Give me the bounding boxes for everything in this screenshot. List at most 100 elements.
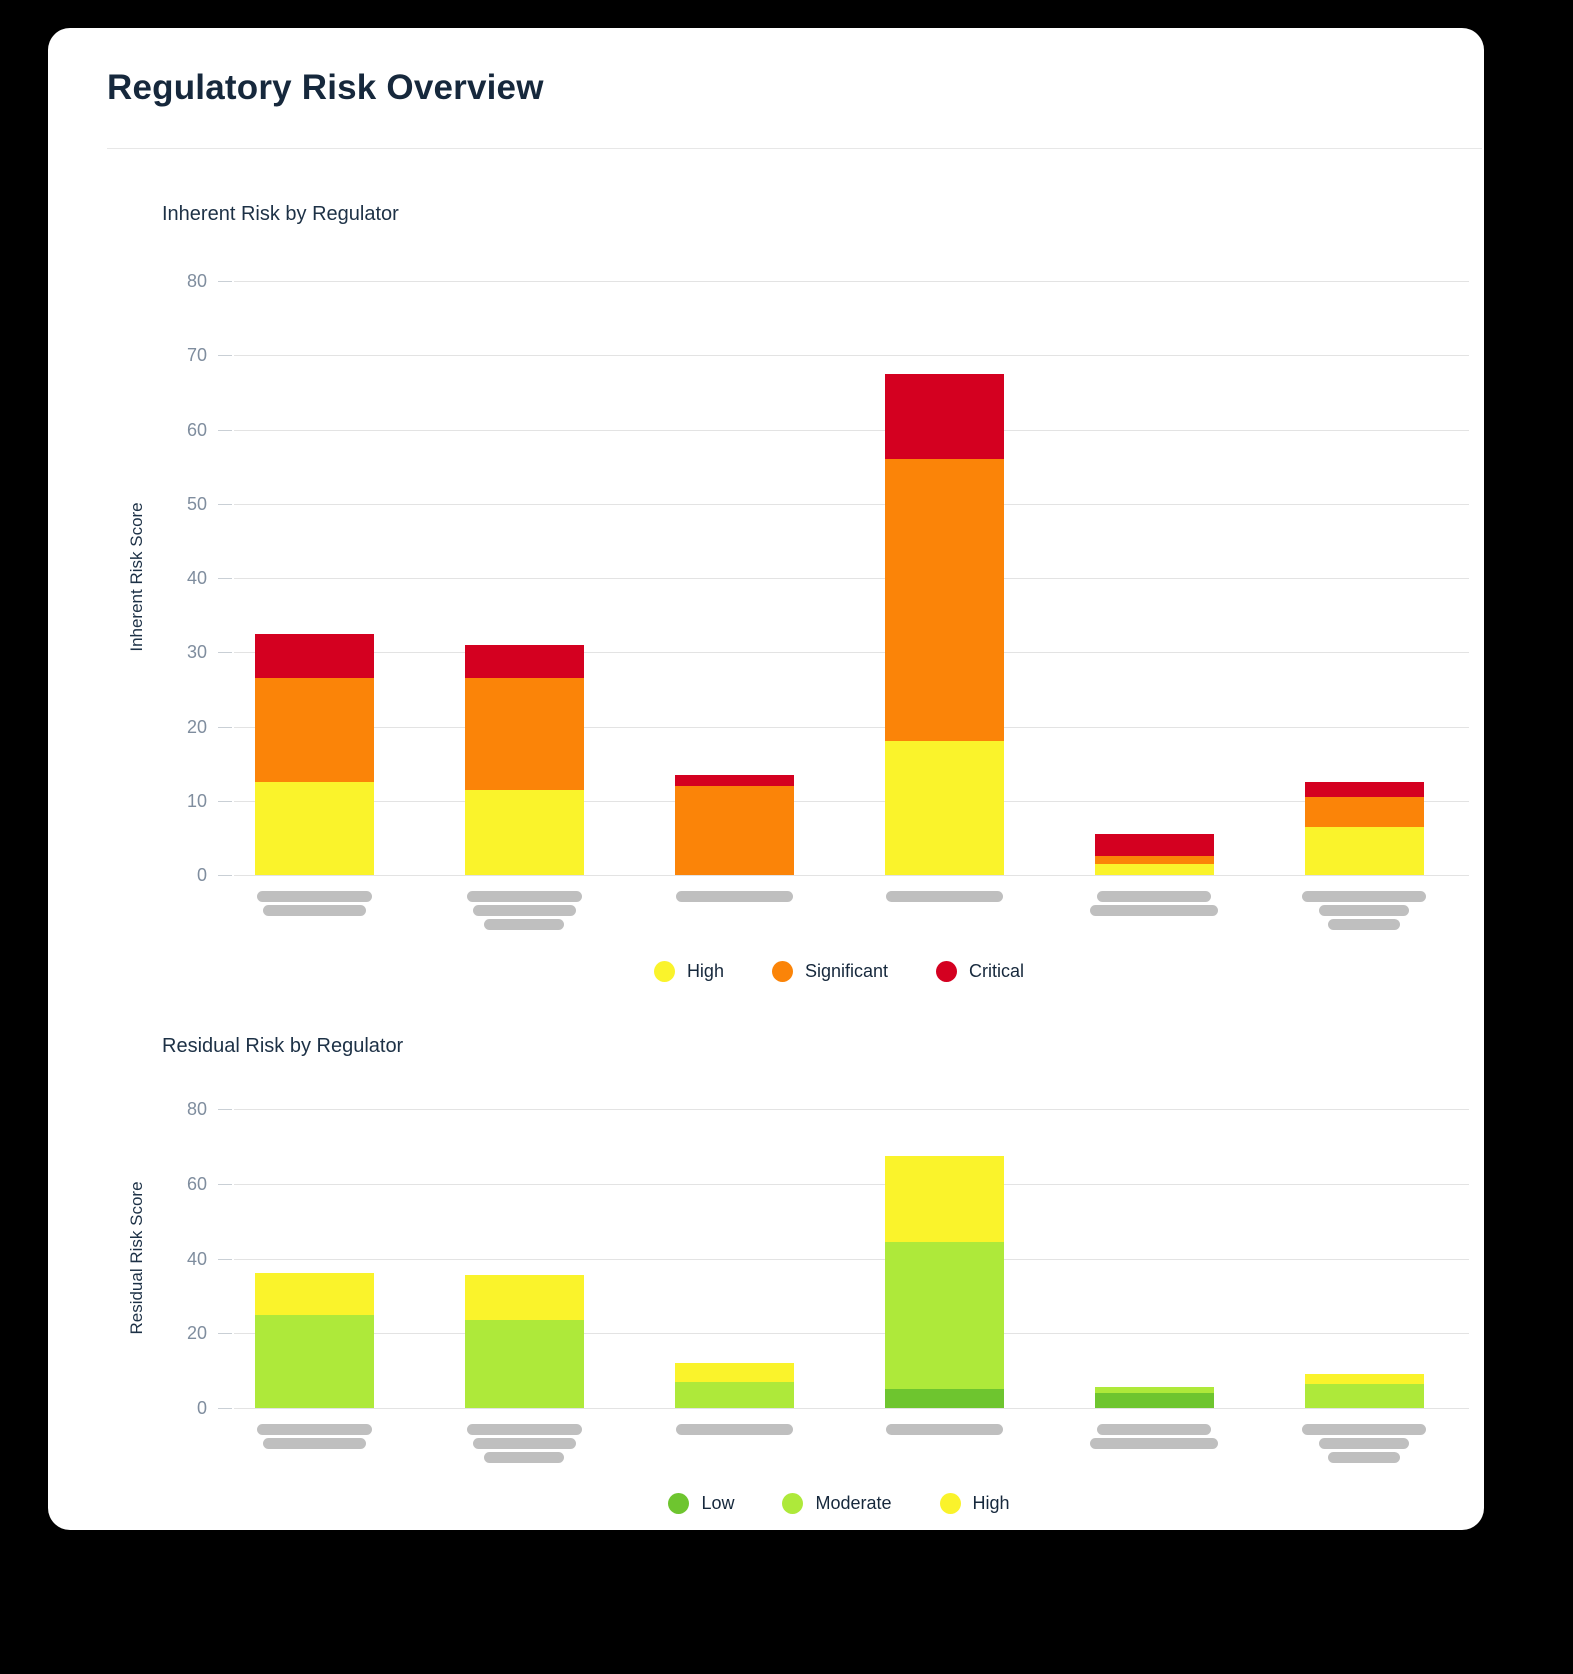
legend-item-moderate[interactable]: Moderate (782, 1492, 892, 1514)
axis-tick (218, 578, 232, 579)
significant-legend-dot-icon (771, 960, 793, 982)
axis-tick (218, 1259, 232, 1260)
bar-segment-high[interactable] (1094, 864, 1214, 875)
bar-segment-significant[interactable] (674, 786, 794, 875)
axis-tick (218, 652, 232, 653)
gridline (234, 875, 1469, 876)
bar-segment-significant[interactable] (464, 678, 584, 790)
x-axis-label-redacted (262, 1438, 366, 1449)
legend-label: Significant (804, 960, 889, 981)
bar-segment-high[interactable] (464, 1275, 584, 1320)
bar-segment-critical[interactable] (674, 775, 794, 786)
axis-tick (218, 727, 232, 728)
gridline (234, 1333, 1469, 1334)
gridline (234, 355, 1469, 356)
x-axis-label-redacted (1090, 1438, 1218, 1449)
x-axis-label-redacted (262, 905, 366, 916)
bar-segment-low[interactable] (884, 1389, 1004, 1408)
y-tick-label: 60 (186, 1174, 207, 1194)
bar-segment-high[interactable] (254, 1273, 374, 1315)
axis-tick (218, 281, 232, 282)
x-axis-label-redacted (256, 891, 372, 902)
bar-segment-significant[interactable] (1094, 856, 1214, 864)
y-tick-label: 40 (186, 568, 207, 588)
bar-segment-high[interactable] (884, 741, 1004, 875)
bar-segment-high[interactable] (254, 782, 374, 875)
bar-segment-moderate[interactable] (254, 1315, 374, 1408)
legend-item-critical[interactable]: Critical (936, 960, 1025, 982)
bar-segment-high[interactable] (1304, 1374, 1424, 1384)
x-axis-label-redacted (484, 919, 564, 930)
axis-tick (218, 355, 232, 356)
chart-title: Inherent Risk by Regulator (162, 203, 399, 225)
bar-segment-high[interactable] (464, 790, 584, 875)
legend-label: Critical (969, 960, 1025, 981)
y-tick-label: 60 (186, 420, 207, 440)
bar-segment-critical[interactable] (884, 374, 1004, 459)
gridline (234, 281, 1469, 282)
bar-segment-moderate[interactable] (884, 1242, 1004, 1389)
gridline (234, 504, 1469, 505)
moderate-legend-dot-icon (782, 1492, 804, 1514)
legend-label: Moderate (815, 1492, 892, 1513)
bar-segment-high[interactable] (674, 1363, 794, 1382)
bar-segment-high[interactable] (1304, 827, 1424, 875)
page-title: Regulatory Risk Overview (107, 68, 544, 107)
axis-tick (218, 1184, 232, 1185)
high-legend-dot-icon (653, 960, 675, 982)
gridline (234, 1408, 1469, 1409)
chart-title: Residual Risk by Regulator (162, 1035, 404, 1057)
bar-segment-moderate[interactable] (674, 1382, 794, 1408)
bar-segment-moderate[interactable] (464, 1320, 584, 1408)
gridline (234, 652, 1469, 653)
low-legend-dot-icon (668, 1492, 690, 1514)
x-axis-label-redacted (1097, 891, 1211, 902)
x-axis-label-redacted (1319, 1438, 1409, 1449)
high-legend-dot-icon (939, 1492, 961, 1514)
legend-item-high[interactable]: High (653, 960, 724, 982)
axis-tick (218, 430, 232, 431)
bar-segment-significant[interactable] (884, 459, 1004, 741)
critical-legend-dot-icon (936, 960, 958, 982)
y-tick-label: 50 (186, 494, 207, 514)
y-tick-label: 70 (186, 345, 207, 365)
y-tick-label: 30 (186, 642, 207, 662)
y-tick-label: 10 (186, 791, 207, 811)
x-axis-label-redacted (675, 891, 793, 902)
x-axis-label-redacted (466, 1424, 582, 1435)
axis-tick (218, 1333, 232, 1334)
bar-segment-significant[interactable] (254, 678, 374, 782)
gridline (234, 578, 1469, 579)
bar-segment-low[interactable] (1094, 1393, 1214, 1408)
bar-segment-critical[interactable] (1094, 834, 1214, 856)
legend-item-low[interactable]: Low (668, 1492, 734, 1514)
x-axis-label-redacted (466, 891, 582, 902)
legend: High Significant Critical (209, 958, 1469, 984)
legend-item-high[interactable]: High (939, 1492, 1010, 1514)
y-tick-label: 80 (186, 271, 207, 291)
bar-segment-moderate[interactable] (1094, 1387, 1214, 1393)
x-axis-label-redacted (256, 1424, 372, 1435)
bar-segment-moderate[interactable] (1304, 1384, 1424, 1408)
x-axis-label-redacted (675, 1424, 793, 1435)
gridline (234, 1184, 1469, 1185)
legend-item-significant[interactable]: Significant (771, 960, 889, 982)
legend-label: High (972, 1492, 1010, 1513)
y-tick-label: 40 (186, 1249, 207, 1269)
legend: Low Moderate High (209, 1490, 1469, 1516)
bar-segment-significant[interactable] (1304, 797, 1424, 827)
legend-label: High (686, 960, 724, 981)
x-axis-label-redacted (472, 905, 576, 916)
y-tick-label: 20 (186, 717, 207, 737)
gridline (234, 1259, 1469, 1260)
x-axis-label-redacted (885, 1424, 1003, 1435)
bar-segment-high[interactable] (884, 1156, 1004, 1242)
bar-segment-critical[interactable] (1304, 782, 1424, 797)
y-tick-label: 20 (186, 1323, 207, 1343)
x-axis-label-redacted (1328, 919, 1400, 930)
x-axis-label-redacted (1328, 1452, 1400, 1463)
bar-segment-critical[interactable] (464, 645, 584, 678)
bar-segment-critical[interactable] (254, 634, 374, 678)
x-axis-label-redacted (1302, 1424, 1426, 1435)
